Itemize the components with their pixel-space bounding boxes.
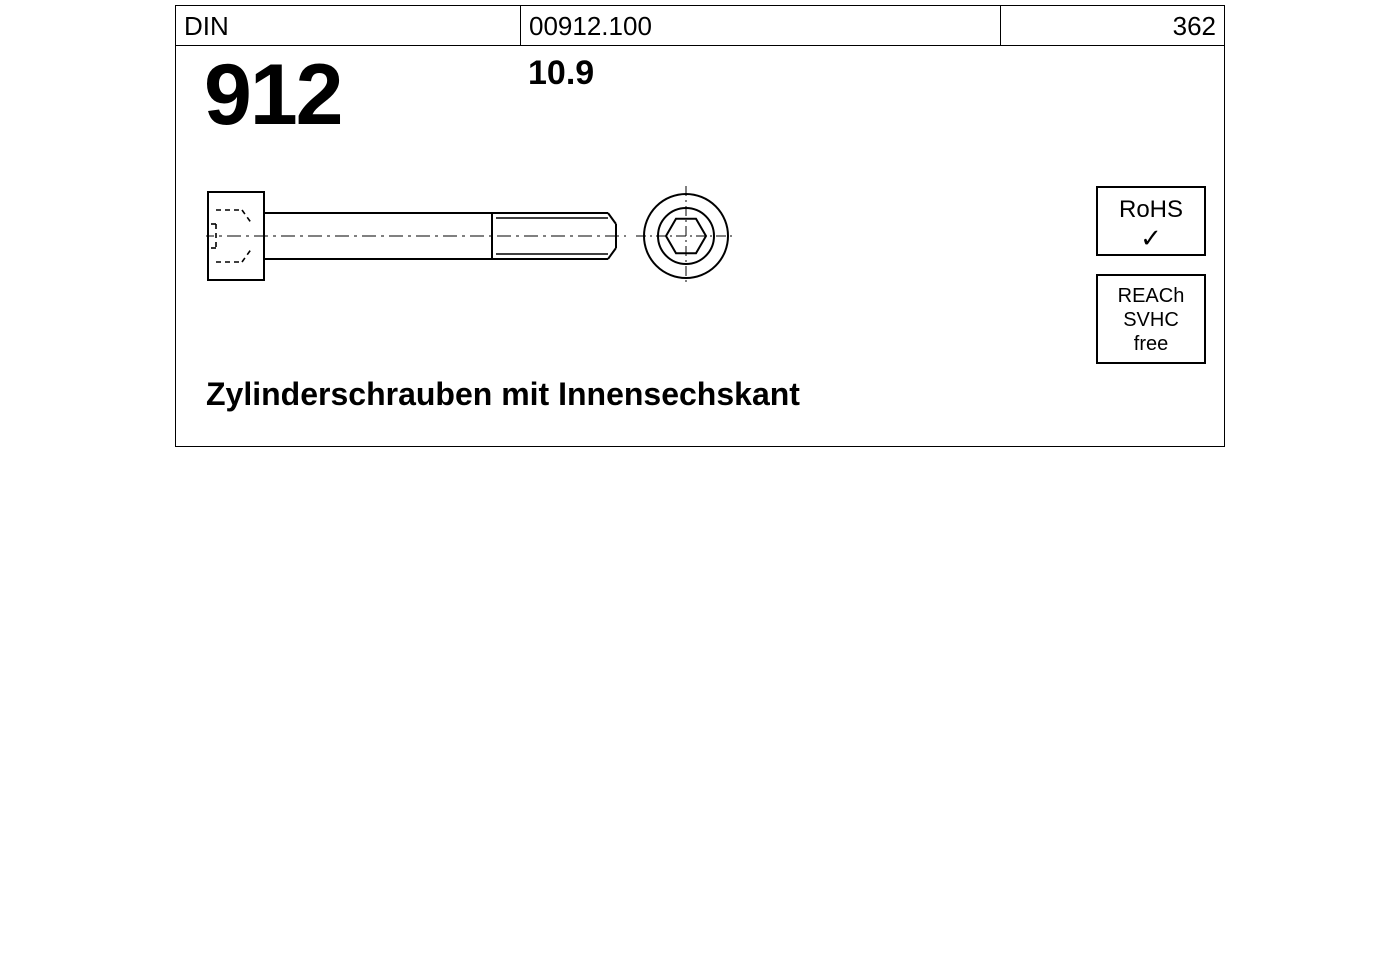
header-standard-label: DIN — [184, 11, 229, 41]
screw-diagram — [206, 186, 746, 286]
rohs-badge: RoHS ✓ — [1096, 186, 1206, 256]
header-code-value: 00912.100 — [529, 11, 652, 41]
rohs-check-icon: ✓ — [1102, 228, 1200, 248]
header-standard-cell: DIN — [176, 6, 521, 45]
reach-line1: REACh — [1102, 284, 1200, 308]
header-page-cell: 362 — [1001, 6, 1224, 45]
card-body: 912 10.9 — [176, 46, 1224, 446]
compliance-badges: RoHS ✓ REACh SVHC free — [1096, 186, 1206, 382]
rohs-label: RoHS — [1102, 196, 1200, 224]
header-row: DIN 00912.100 362 — [176, 6, 1224, 46]
product-description: Zylinderschrauben mit Innensechskant — [206, 376, 800, 413]
standard-number: 912 — [204, 46, 342, 145]
reach-line2: SVHC — [1102, 308, 1200, 332]
strength-grade: 10.9 — [528, 54, 594, 93]
datasheet-card: DIN 00912.100 362 912 10.9 — [175, 5, 1225, 447]
reach-line3: free — [1102, 332, 1200, 356]
header-page-value: 362 — [1173, 11, 1216, 41]
reach-badge: REACh SVHC free — [1096, 274, 1206, 364]
header-code-cell: 00912.100 — [521, 6, 1001, 45]
